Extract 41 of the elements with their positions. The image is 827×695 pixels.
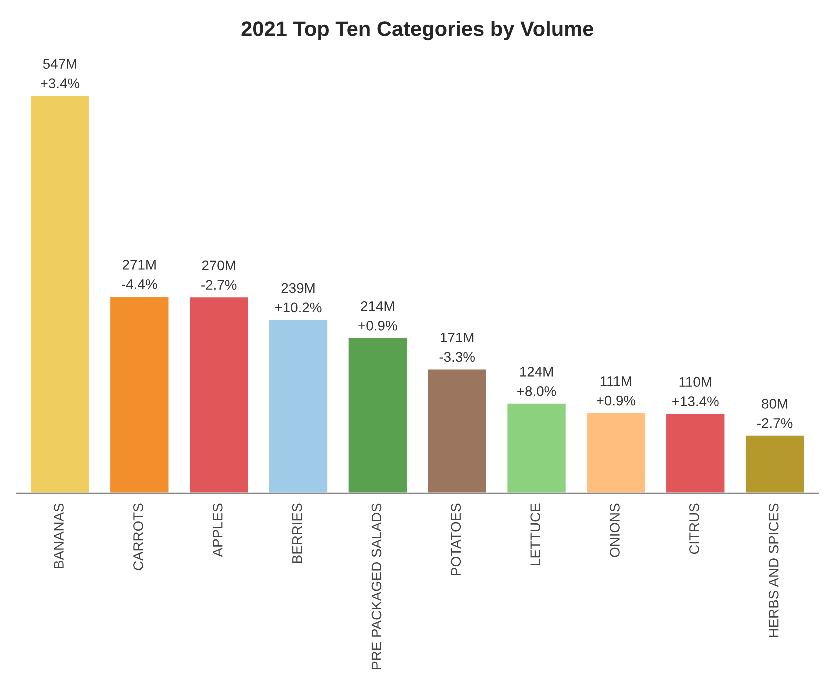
data-label: 271M <box>122 260 156 270</box>
bar <box>188 296 250 494</box>
data-label: 270M <box>202 260 236 271</box>
data-label: 214M <box>361 302 394 312</box>
data-label: 547M <box>43 59 76 70</box>
x-tick-label: LETTUCE <box>530 504 540 566</box>
chart-title: 2021 Top Ten Categories by Volume <box>242 21 594 41</box>
data-label: 171M <box>441 332 474 343</box>
bar <box>506 402 568 494</box>
x-tick-label: APPLES <box>212 504 223 558</box>
x-tick-label: CARROTS <box>134 504 144 570</box>
data-label: 111M <box>600 376 632 386</box>
annotation: +0.9% <box>358 320 398 331</box>
bar <box>586 412 647 494</box>
x-tick-label: HERBS AND SPICES <box>768 504 779 638</box>
annotation: -2.7% <box>202 280 237 290</box>
data-label: 80M <box>762 399 788 409</box>
annotation: -2.7% <box>758 418 793 428</box>
bar <box>109 296 170 494</box>
annotation: -4.4% <box>122 280 158 290</box>
x-tick-label: ONIONS <box>610 504 620 558</box>
data-label: 110M <box>680 377 712 388</box>
annotation: +3.4% <box>41 78 80 88</box>
bar <box>30 94 91 494</box>
annotation: +10.2% <box>275 302 322 313</box>
annotation: +13.4% <box>672 396 719 406</box>
x-tick-label: PRE PACKAGED SALADS <box>372 504 382 670</box>
bar <box>268 318 329 494</box>
annotation: -3.3% <box>440 352 475 362</box>
x-tick-label: CITRUS <box>690 504 700 554</box>
bar <box>347 337 408 494</box>
x-tick-label: BANANAS <box>54 504 64 568</box>
data-label: 124M <box>520 367 554 377</box>
x-tick-label: POTATOES <box>451 504 462 576</box>
annotation: +8.0% <box>518 386 556 396</box>
annotation: +0.9% <box>596 396 636 406</box>
bar <box>744 434 806 494</box>
bar <box>426 368 488 494</box>
bar <box>665 412 726 494</box>
data-label: 239M <box>282 283 315 294</box>
x-tick-label: BERRIES <box>292 504 302 564</box>
